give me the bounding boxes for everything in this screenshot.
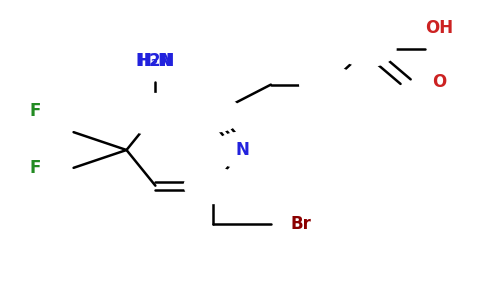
Circle shape bbox=[184, 97, 242, 132]
Circle shape bbox=[184, 168, 242, 203]
Text: N: N bbox=[235, 141, 249, 159]
Text: H₂N: H₂N bbox=[138, 52, 173, 70]
Text: F: F bbox=[30, 102, 41, 120]
Circle shape bbox=[300, 67, 358, 102]
Text: OH: OH bbox=[425, 19, 454, 37]
Text: Br: Br bbox=[290, 215, 311, 233]
Text: O: O bbox=[432, 73, 446, 91]
Circle shape bbox=[338, 31, 396, 67]
Circle shape bbox=[213, 132, 271, 168]
Text: F: F bbox=[30, 159, 41, 177]
Text: H2N: H2N bbox=[136, 52, 175, 70]
Circle shape bbox=[121, 94, 189, 135]
